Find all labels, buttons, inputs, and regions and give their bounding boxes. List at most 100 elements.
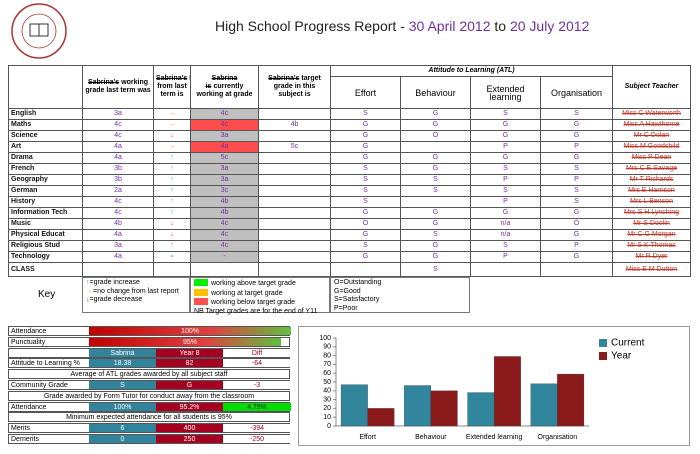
target-cell <box>258 152 331 164</box>
logo-inner <box>21 13 57 49</box>
progress-cell: ↑ <box>153 174 191 186</box>
colour-text: working at target grade <box>211 289 283 297</box>
arrow-symbol: ↑ <box>86 279 90 286</box>
colour-text: working above target grade <box>211 280 296 287</box>
organisation-cell: S <box>540 163 613 175</box>
atl-header: Attitude to Learning (ATL) <box>330 65 613 77</box>
subject-cell: Maths <box>8 119 83 131</box>
header-text: Progress from last term is <box>157 75 189 98</box>
summary-row: Attitude to Learning % 18.38 82 -64 <box>8 358 291 369</box>
column-header: Sabrina's working grade last term was <box>82 65 154 109</box>
summary-label: Merits <box>11 425 31 433</box>
subject-row: Information Tech 4c ↑ 4b G G G G Mrs S H Lynchin… <box>8 207 691 219</box>
atl-key-item: P=Poor <box>334 304 358 312</box>
summary-label: Community Grade <box>11 382 68 389</box>
y-tick-label: 10 <box>323 414 331 421</box>
y-tick-label: 0 <box>327 423 331 430</box>
summary-label: Punctuality <box>11 338 46 346</box>
summary-cell: 400 <box>156 424 223 433</box>
progress-cell <box>153 262 191 277</box>
atl-key-item: G=Good <box>334 287 361 295</box>
summary-cell: 0 <box>89 435 156 443</box>
teacher-cell: Mrs E Harrison <box>612 185 691 197</box>
extended-cell: P <box>470 141 541 153</box>
progress-cell: ↑ <box>153 240 191 252</box>
summary-cell: 6 <box>89 424 156 433</box>
subject-row: German 2a ↑ 3c S S S S Mrs E Harrison <box>8 185 691 197</box>
x-tick-label: Effort <box>359 434 376 441</box>
target-cell <box>258 218 331 230</box>
arrow-key-item: ↓=grade decrease <box>86 296 186 305</box>
behaviour-cell: G <box>400 163 471 175</box>
atl-key-item: S=Satisfactory <box>334 296 380 303</box>
progress-table: Sabrina's working grade last term was Sabr… <box>8 65 691 277</box>
header-row: Sabrina's working grade last term was Sabr… <box>8 65 691 109</box>
y-tick-label: 90 <box>323 344 331 351</box>
effort-cell: S <box>330 108 401 120</box>
summary-note-row: Minimum expected attendance for all stud… <box>8 412 290 423</box>
header-text: target grade in this subject is <box>273 75 321 98</box>
progress-cell: ↓ <box>153 218 191 230</box>
organisation-cell: G <box>540 251 613 263</box>
last-cell: 4c <box>82 196 154 208</box>
subject-cell: Technology <box>8 251 83 263</box>
subject-cell: Religious Stud <box>8 240 83 252</box>
legend-swatch <box>599 352 607 360</box>
target-cell <box>258 229 331 241</box>
subject-cell: Information Tech <box>8 207 83 219</box>
bar <box>493 356 521 427</box>
effort-cell: S <box>330 163 401 175</box>
summary-bar-label: 95% <box>182 338 197 346</box>
arrow-text: =grade decrease <box>89 296 143 303</box>
progress-cell: ↓ <box>153 229 191 241</box>
behaviour-cell: G <box>400 251 471 263</box>
atl-key: O=Outstanding G=Good S=Satisfactory P=Poor <box>330 277 470 313</box>
subject-row: Technology 4a - - G G P G Mr R Dyer <box>8 251 691 263</box>
organisation-cell: S <box>540 108 613 120</box>
current-cell: 4c <box>190 108 259 120</box>
progress-cell: → <box>153 119 191 131</box>
behaviour-cell: G <box>400 108 471 120</box>
summary-cell: 250 <box>156 435 223 443</box>
behaviour-cell: S <box>400 174 471 186</box>
extended-cell <box>470 262 541 277</box>
subject-row: Religious Stud 3a ↑ 4c S G S P Mr S K Thomas <box>8 240 691 252</box>
summary-cell: -394 <box>223 424 291 433</box>
x-tick-label: Extended learning <box>466 434 523 441</box>
summary-note: Grade awarded by Form Tutor for conduct … <box>43 392 255 400</box>
bar <box>467 392 495 427</box>
last-cell: 3a <box>82 240 154 252</box>
y-tick-label: 100 <box>319 335 331 342</box>
behaviour-cell: G <box>400 152 471 164</box>
current-cell: 4c <box>190 119 259 131</box>
key-note: NB Target grades are for the end of Y11 <box>194 307 318 315</box>
subject-row: Geography 3b ↑ 3a S S P P Mr T Richards <box>8 174 691 186</box>
teacher-cell: Mr C G Morgan <box>612 229 691 241</box>
column-header: Sabrina'sProgress from last term is <box>153 65 191 109</box>
current-cell: - <box>190 251 259 263</box>
extended-cell: S <box>470 185 541 197</box>
behaviour-cell: S <box>400 262 471 277</box>
summary-cell: -64 <box>223 359 291 368</box>
bar <box>404 385 432 427</box>
summary-label: Demerits <box>11 436 40 443</box>
last-cell: 4a <box>82 251 154 263</box>
summary-bar <box>89 327 291 335</box>
effort-cell: G <box>330 207 401 219</box>
teacher-cell: Miss E M Dutton <box>612 262 691 277</box>
subject-cell: French <box>8 163 83 175</box>
colour-key-item: working at target grade <box>194 288 326 299</box>
bar <box>530 383 558 427</box>
subject-cell: Science <box>8 130 83 142</box>
target-cell <box>258 108 331 120</box>
current-cell: 3a <box>190 163 259 175</box>
effort-cell: O <box>330 218 401 230</box>
bar <box>340 384 368 427</box>
summary-cell: 18.38 <box>89 359 156 368</box>
column-header: Sabrina's target grade in this subject is <box>258 65 331 109</box>
title-part: 20 July 2012 <box>509 18 590 34</box>
current-cell: 4b <box>190 207 259 219</box>
arrow-symbol: ↓ <box>86 296 90 303</box>
